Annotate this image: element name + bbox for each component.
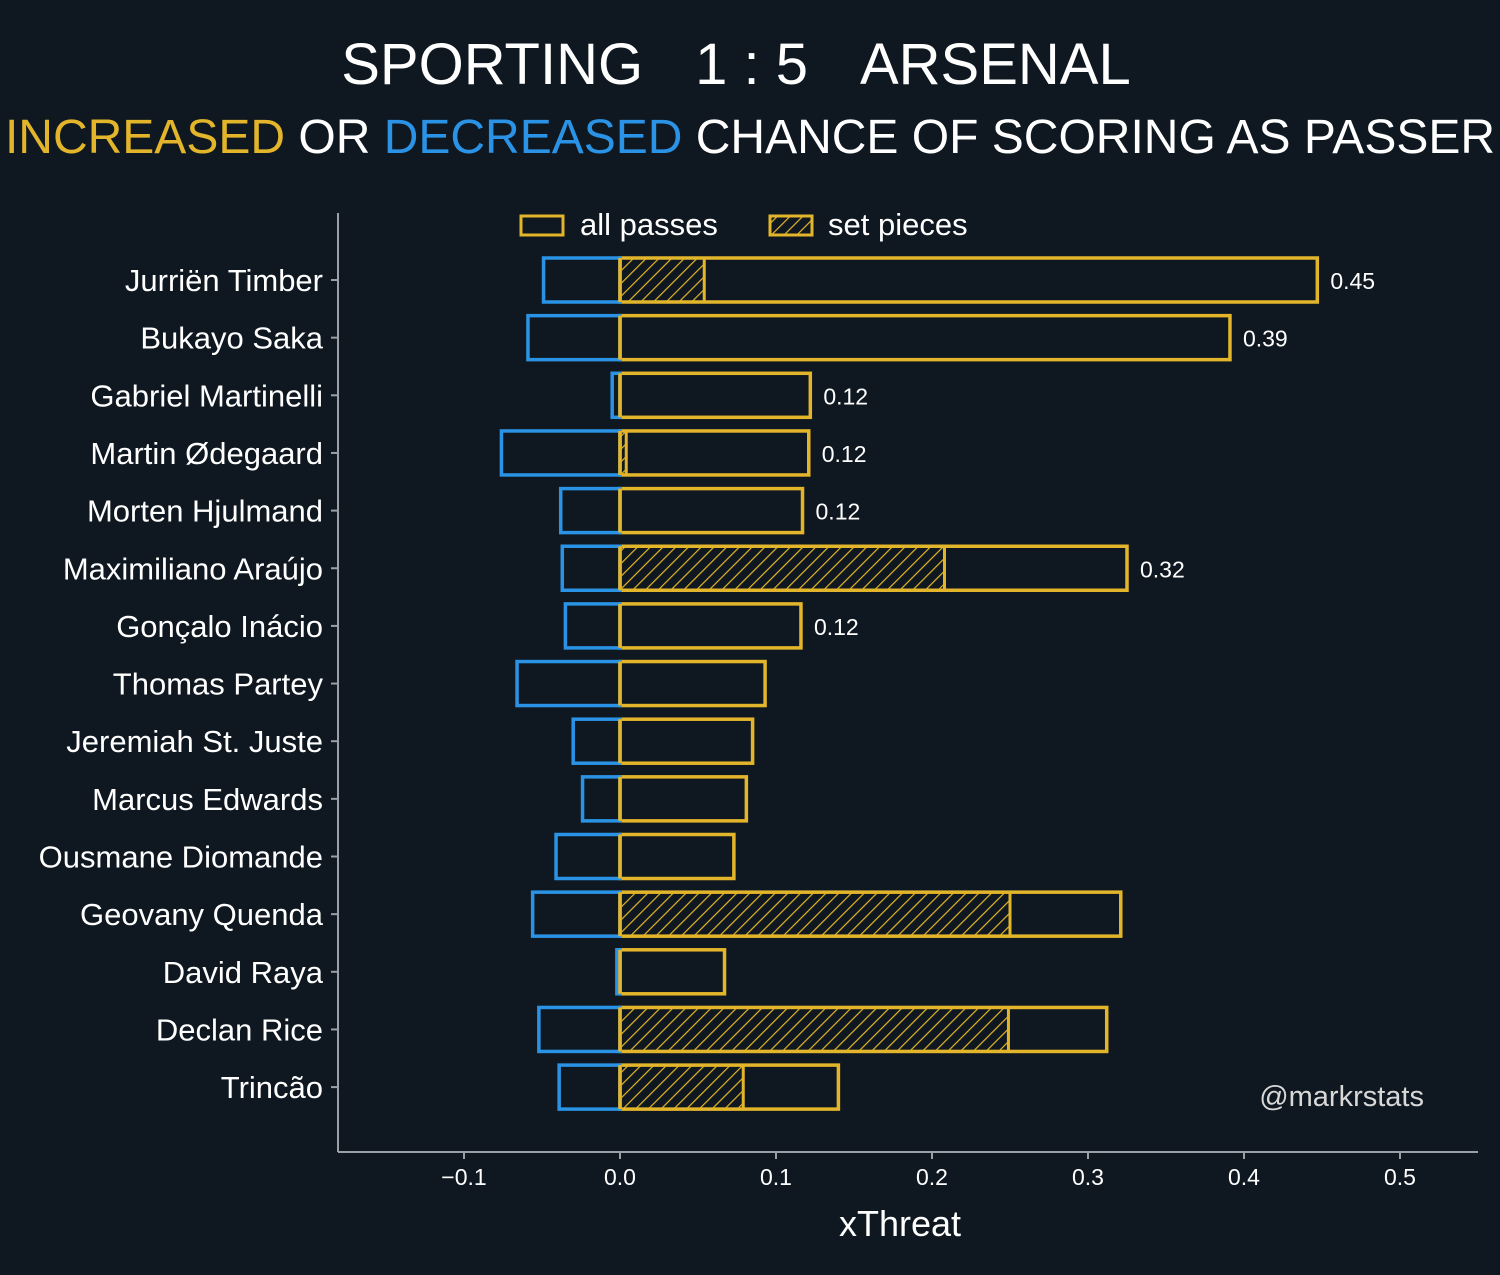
- legend-swatch-all-passes: [519, 214, 565, 237]
- player-name: Trincão: [221, 1070, 323, 1105]
- legend-swatch-set-pieces: [768, 214, 814, 237]
- decreased-bar: [563, 602, 622, 650]
- value-label: 0.12: [823, 383, 868, 409]
- set-pieces-bar: [618, 890, 1012, 938]
- decreased-bar: [537, 1005, 622, 1054]
- legend: all passes set pieces: [519, 207, 968, 242]
- x-tick-label: 0.1: [760, 1164, 792, 1190]
- value-label: 0.12: [822, 441, 867, 467]
- value-label: 0.12: [816, 499, 861, 525]
- player-name: Geovany Quenda: [80, 897, 324, 932]
- player-name: Jurriën Timber: [125, 263, 323, 298]
- increased-bar: [618, 659, 767, 708]
- set-pieces-bar: [618, 1063, 745, 1111]
- player-row: Declan Rice: [156, 1005, 1109, 1054]
- decreased-bar: [541, 256, 622, 304]
- away-team: ARSENAL: [860, 32, 1131, 97]
- decreased-bar: [580, 775, 622, 823]
- increased-bar: [618, 717, 755, 765]
- decreased-bar: [526, 313, 622, 362]
- chart-subtitle: INCREASED OR DECREASED CHANCE OF SCORING…: [5, 111, 1495, 164]
- increased-bar: [618, 486, 805, 535]
- decreased-bar: [530, 890, 622, 938]
- decreased-bar: [557, 1063, 622, 1111]
- x-axis-label: xThreat: [839, 1203, 961, 1244]
- subtitle-or: OR: [285, 111, 384, 164]
- player-row: Jurriën Timber 0.45: [125, 256, 1375, 304]
- player-name: Thomas Partey: [113, 667, 324, 702]
- subtitle-increased: INCREASED: [5, 111, 285, 164]
- plot-area: Jurriën Timber 0.45 Bukayo Saka 0.39 Gabriel…: [39, 256, 1375, 1111]
- set-pieces-bar: [618, 544, 946, 592]
- player-row: Thomas Partey: [113, 659, 767, 708]
- set-pieces-bar: [618, 1005, 1010, 1053]
- player-name: Jeremiah St. Juste: [66, 724, 323, 759]
- player-name: David Raya: [163, 955, 324, 990]
- decreased-bar: [560, 544, 622, 592]
- decreased-bar: [571, 717, 622, 765]
- player-row: Martin Ødegaard 0.12: [90, 429, 867, 477]
- increased-bar: [618, 313, 1232, 362]
- legend-label-all-passes: all passes: [580, 207, 718, 242]
- decreased-bar: [515, 659, 622, 708]
- credit: @markrstats: [1259, 1081, 1424, 1113]
- player-name: Morten Hjulmand: [87, 494, 323, 529]
- player-row: Morten Hjulmand 0.12: [87, 486, 861, 535]
- chart-title: SPORTING 1 : 5 ARSENAL: [341, 32, 1131, 97]
- increased-bar: [618, 256, 1320, 304]
- increased-bar: [618, 948, 727, 996]
- decreased-bar: [554, 832, 622, 881]
- player-name: Martin Ødegaard: [90, 436, 323, 471]
- player-name: Maximiliano Araújo: [63, 551, 323, 586]
- x-tick-label: −0.1: [441, 1164, 486, 1190]
- player-row: Ousmane Diomande: [39, 832, 736, 881]
- x-tick-label: 0.3: [1072, 1164, 1104, 1190]
- player-row: David Raya: [163, 948, 727, 996]
- player-row: Gonçalo Inácio 0.12: [116, 602, 859, 650]
- value-label: 0.32: [1140, 556, 1185, 582]
- subtitle-rest: CHANCE OF SCORING AS PASSER: [682, 111, 1495, 164]
- increased-bar: [618, 371, 813, 420]
- home-team: SPORTING: [341, 32, 643, 97]
- increased-bar: [618, 832, 736, 881]
- player-name: Bukayo Saka: [140, 321, 323, 356]
- player-name: Ousmane Diomande: [39, 840, 323, 875]
- increased-bar: [618, 602, 803, 650]
- player-name: Gonçalo Inácio: [116, 609, 323, 644]
- player-name: Gabriel Martinelli: [90, 378, 323, 413]
- player-row: Maximiliano Araújo 0.32: [63, 544, 1185, 592]
- value-label: 0.39: [1243, 326, 1288, 352]
- x-tick-label: 0.2: [916, 1164, 948, 1190]
- player-row: Trincão: [221, 1063, 841, 1111]
- score: 1 : 5: [695, 32, 808, 97]
- player-name: Marcus Edwards: [92, 782, 323, 817]
- player-row: Jeremiah St. Juste: [66, 717, 755, 765]
- decreased-bar: [499, 429, 622, 477]
- x-tick-label: 0.4: [1228, 1164, 1260, 1190]
- x-tick-label: 0.0: [604, 1164, 636, 1190]
- increased-bar: [618, 775, 749, 823]
- x-ticks: −0.1 0.0 0.1 0.2 0.3 0.4 0.5: [441, 1152, 1416, 1190]
- x-tick-label: 0.5: [1384, 1164, 1416, 1190]
- increased-bar: [618, 429, 811, 477]
- player-row: Marcus Edwards: [92, 775, 749, 823]
- legend-label-set-pieces: set pieces: [828, 207, 968, 242]
- player-row: Bukayo Saka 0.39: [140, 313, 1288, 362]
- set-pieces-bar: [618, 256, 706, 304]
- value-label: 0.45: [1330, 268, 1375, 294]
- value-label: 0.12: [814, 614, 859, 640]
- decreased-bar: [558, 486, 622, 535]
- player-row: Gabriel Martinelli 0.12: [90, 371, 868, 420]
- player-row: Geovany Quenda: [80, 890, 1123, 938]
- player-name: Declan Rice: [156, 1012, 323, 1047]
- subtitle-decreased: DECREASED: [384, 111, 683, 164]
